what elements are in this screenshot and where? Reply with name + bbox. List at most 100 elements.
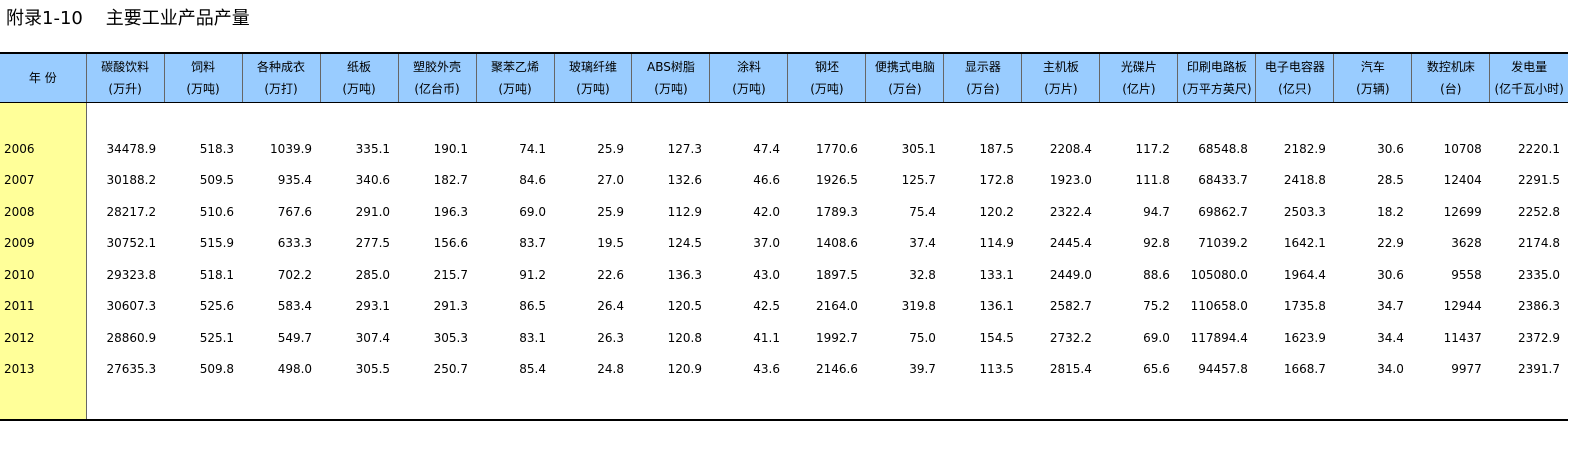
value-cell: 2335.0 — [1518, 267, 1560, 282]
empty-cell — [1021, 385, 1100, 421]
empty-cell — [787, 385, 866, 421]
empty-cell — [943, 385, 1022, 421]
value-cell: 25.9 — [597, 204, 624, 219]
value-cell: 285.0 — [355, 267, 391, 282]
value-cell: 30.6 — [1377, 267, 1404, 282]
column-header-name: 发电量 — [1511, 60, 1548, 74]
value-cell: 2418.8 — [1283, 173, 1326, 188]
table-row: 2012 28860.9 525.1 549.7 307.4 305.3 83.1 26.3 1… — [0, 322, 1568, 354]
column-header-unit: (万片) — [1044, 82, 1078, 96]
value-cell: 2146.6 — [815, 362, 858, 377]
column-header-unit: (万吨) — [498, 82, 532, 96]
table-row: 2006 34478.9 518.3 1039.9 335.1 190.1 74.1 25.9… — [0, 133, 1568, 165]
page-title: 附录1-10 主要工业产品产量 — [6, 8, 250, 29]
value-cell: 2164.0 — [815, 299, 858, 314]
value-cell: 111.8 — [1135, 173, 1170, 188]
year-cell: 2010 — [0, 259, 87, 291]
empty-cell — [1256, 103, 1334, 134]
column-header: 饲料 (万吨) — [164, 52, 243, 103]
empty-cell — [631, 385, 710, 421]
column-header: ABS树脂 (万吨) — [631, 52, 711, 103]
year-cell: 2008 — [0, 196, 87, 228]
value-cell: 1926.5 — [815, 173, 858, 188]
value-cell: 1770.6 — [815, 141, 858, 156]
value-cell: 18.2 — [1377, 204, 1404, 219]
value-cell: 86.5 — [519, 299, 546, 314]
value-cell: 215.7 — [433, 267, 469, 282]
value-cell: 2391.7 — [1518, 362, 1560, 377]
value-cell: 120.9 — [667, 362, 702, 377]
value-cell: 2445.4 — [1049, 236, 1092, 251]
value-cell: 27635.3 — [106, 362, 157, 377]
value-cell: 518.1 — [199, 267, 235, 282]
column-header: 数控机床 (台) — [1411, 52, 1491, 103]
empty-cell — [1178, 103, 1256, 134]
value-cell: 75.0 — [909, 330, 936, 345]
empty-cell — [1411, 385, 1490, 421]
column-header-unit: (万打) — [264, 82, 298, 96]
value-cell: 92.8 — [1143, 236, 1170, 251]
value-cell: 510.6 — [199, 204, 235, 219]
column-header: 碳酸饮料 (万升) — [86, 52, 165, 103]
value-cell: 125.7 — [901, 173, 936, 188]
column-header-unit: (亿千瓦小时) — [1494, 82, 1564, 96]
column-header-name: 聚苯乙烯 — [491, 60, 540, 74]
value-cell: 83.1 — [519, 330, 546, 345]
table-row: 2011 30607.3 525.6 583.4 293.1 291.3 86.5 26.4 1… — [0, 290, 1568, 322]
value-cell: 2220.1 — [1518, 141, 1560, 156]
empty-cell — [398, 103, 476, 134]
value-cell: 75.2 — [1143, 299, 1170, 314]
value-cell: 525.6 — [199, 299, 235, 314]
value-cell: 12699 — [1443, 204, 1482, 219]
column-header-name: 光碟片 — [1120, 60, 1157, 74]
empty-cell — [1490, 103, 1568, 134]
column-header: 纸板 (万吨) — [320, 52, 399, 103]
column-header-name: 碳酸饮料 — [101, 60, 150, 74]
column-header-name: 涂料 — [736, 60, 761, 74]
year-cell — [0, 385, 87, 421]
value-cell: 34.4 — [1377, 330, 1404, 345]
column-header: 发电量 (亿千瓦小时) — [1489, 52, 1568, 103]
value-cell: 935.4 — [277, 173, 313, 188]
value-cell: 2252.8 — [1518, 204, 1560, 219]
value-cell: 71039.2 — [1198, 236, 1248, 251]
column-header: 印刷电路板 (万平方英尺) — [1177, 52, 1257, 103]
value-cell: 12944 — [1443, 299, 1482, 314]
value-cell: 68548.8 — [1198, 141, 1248, 156]
value-cell: 19.5 — [597, 236, 624, 251]
value-cell: 28217.2 — [106, 204, 157, 219]
empty-cell — [1412, 103, 1490, 134]
value-cell: 1923.0 — [1049, 173, 1092, 188]
value-cell: 1897.5 — [815, 267, 858, 282]
value-cell: 112.9 — [667, 204, 702, 219]
value-cell: 25.9 — [597, 141, 624, 156]
value-cell: 1408.6 — [815, 236, 858, 251]
value-cell: 34478.9 — [106, 141, 157, 156]
empty-cell — [944, 103, 1022, 134]
value-cell: 133.1 — [979, 267, 1014, 282]
value-cell: 84.6 — [519, 173, 546, 188]
column-header: 塑胶外壳 (亿台币) — [398, 52, 477, 103]
table-body: 2006 34478.9 518.3 1039.9 335.1 190.1 74.1 25.9… — [0, 102, 1568, 421]
column-header-name: 汽车 — [1360, 60, 1385, 74]
empty-cell — [709, 385, 788, 421]
column-header-name: ABS树脂 — [647, 60, 695, 74]
value-cell: 154.5 — [979, 330, 1014, 345]
column-header-name: 便携式电脑 — [874, 60, 935, 74]
value-cell: 549.7 — [277, 330, 313, 345]
value-cell: 1668.7 — [1283, 362, 1326, 377]
empty-cell — [164, 103, 242, 134]
value-cell: 113.5 — [979, 362, 1014, 377]
column-header-unit: (万台) — [966, 82, 1000, 96]
value-cell: 30607.3 — [106, 299, 157, 314]
column-header-unit: (万辆) — [1356, 82, 1390, 96]
value-cell: 132.6 — [667, 173, 702, 188]
value-cell: 105080.0 — [1190, 267, 1248, 282]
value-cell: 91.2 — [519, 267, 546, 282]
column-header-unit: (万吨) — [186, 82, 220, 96]
column-header-name: 玻璃纤维 — [568, 60, 617, 74]
table-header-row: 年 份 碳酸饮料 (万升) 饲料 (万吨) 各种成衣 (万打) 纸板 (万吨) 塑胶外壳 (亿台币… — [0, 52, 1568, 103]
value-cell: 305.3 — [433, 330, 469, 345]
empty-cell — [632, 103, 710, 134]
column-header-unit: (万吨) — [576, 82, 610, 96]
